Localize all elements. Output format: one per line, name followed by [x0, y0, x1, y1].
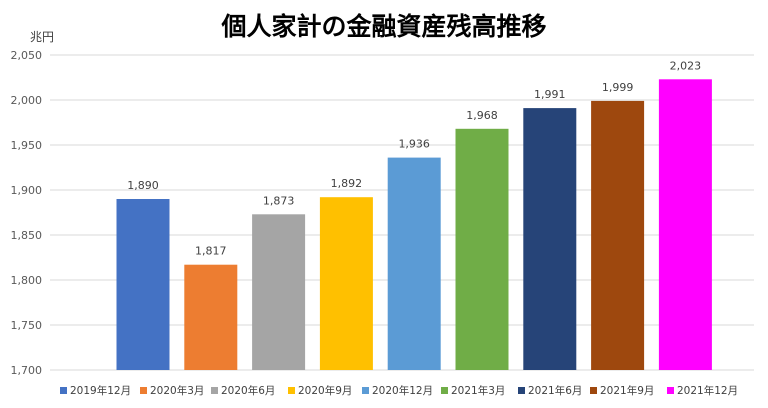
data-label: 1,968 [466, 109, 498, 122]
bar [591, 100, 645, 371]
legend: 2019年12月 2020年3月 2020年6月 2020年9月 2020年12月 202… [60, 384, 738, 397]
data-label: 1,817 [195, 245, 227, 258]
bar [319, 197, 373, 370]
legend-swatch [667, 387, 674, 394]
y-tick-label: 1,700 [11, 364, 43, 377]
legend-swatch [518, 387, 525, 394]
y-axis-ticks: 1,700 1,750 1,800 1,850 1,900 1,950 2,000 2,050 [11, 49, 43, 377]
data-label: 1,873 [263, 194, 295, 207]
legend-swatch [441, 387, 448, 394]
data-label: 1,936 [398, 138, 430, 151]
data-label: 1,991 [534, 88, 566, 101]
data-label: 2,023 [670, 59, 702, 72]
data-labels: 1,890 1,817 1,873 1,892 1,936 1,968 1,991 1,999… [127, 59, 701, 257]
y-tick-label: 2,000 [11, 94, 43, 107]
bar [455, 128, 509, 370]
bar [387, 157, 441, 370]
legend-label: 2020年6月 [221, 384, 275, 397]
bars [116, 79, 712, 371]
data-label: 1,999 [602, 81, 634, 94]
bar [658, 79, 712, 371]
legend-swatch [140, 387, 147, 394]
data-label: 1,890 [127, 179, 159, 192]
bar [116, 199, 170, 370]
bar [252, 214, 306, 370]
legend-label: 2021年9月 [600, 384, 654, 397]
legend-label: 2021年6月 [528, 384, 582, 397]
y-tick-label: 1,800 [11, 274, 43, 287]
y-tick-label: 1,900 [11, 184, 43, 197]
bar [184, 264, 238, 370]
y-tick-label: 2,050 [11, 49, 43, 62]
bar [523, 108, 577, 370]
legend-swatch [211, 387, 218, 394]
legend-label: 2020年3月 [150, 384, 204, 397]
chart-title: 個人家計の金融資産残高推移 [220, 12, 546, 41]
legend-swatch [288, 387, 295, 394]
legend-swatch [60, 387, 67, 394]
y-tick-label: 1,950 [11, 139, 43, 152]
legend-label: 2020年9月 [298, 384, 352, 397]
legend-label: 2020年12月 [372, 384, 433, 397]
legend-swatch [590, 387, 597, 394]
data-label: 1,892 [331, 177, 363, 190]
legend-label: 2021年12月 [677, 384, 738, 397]
y-tick-label: 1,750 [11, 319, 43, 332]
legend-swatch [362, 387, 369, 394]
y-axis-unit-label: 兆円 [30, 30, 54, 44]
y-tick-label: 1,850 [11, 229, 43, 242]
legend-label: 2021年3月 [451, 384, 505, 397]
legend-label: 2019年12月 [70, 384, 131, 397]
